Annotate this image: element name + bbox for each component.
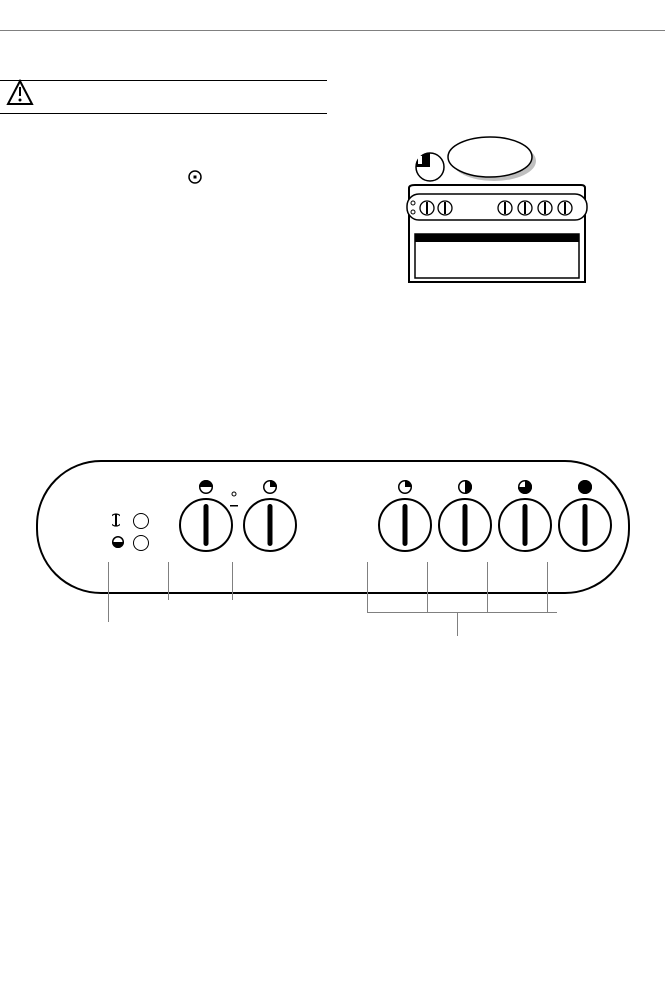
mini-knob <box>438 201 452 215</box>
hob-knob-3-label-icon <box>518 480 532 499</box>
knob-stem <box>523 504 528 546</box>
mini-knob <box>518 201 532 215</box>
oven-indicator <box>133 535 149 551</box>
warning-box <box>0 80 327 114</box>
circle-with-inner-dot-icon <box>188 170 202 189</box>
hob-knob-2-label-icon <box>458 480 472 499</box>
callout-bubble <box>448 137 532 177</box>
knob-stem <box>268 504 273 546</box>
leader-line <box>168 562 169 600</box>
grill-knob[interactable] <box>179 498 233 552</box>
cooker-illustration <box>395 130 615 290</box>
leader-line <box>487 562 488 612</box>
hob-knob-2[interactable] <box>438 498 492 552</box>
mini-knob <box>558 201 572 215</box>
line-icon <box>230 495 238 513</box>
leader-line <box>457 612 458 636</box>
mini-knob <box>498 201 512 215</box>
leader-line <box>108 562 109 622</box>
hob-knob-4[interactable] <box>558 498 612 552</box>
oven-knob[interactable] <box>243 498 297 552</box>
top-horizontal-rule <box>0 30 665 31</box>
mini-knob <box>538 201 552 215</box>
leader-line <box>427 562 428 612</box>
leader-line <box>232 562 233 600</box>
knob-stem <box>583 504 588 546</box>
mini-knob <box>420 201 434 215</box>
hob-knob-4-label-icon <box>578 480 592 499</box>
manual-page <box>0 0 665 993</box>
grill-knob-label-icon <box>199 480 213 499</box>
hob-knob-1[interactable] <box>378 498 432 552</box>
oven-knob-label-icon <box>263 480 277 499</box>
leader-line <box>547 562 548 612</box>
warning-triangle-icon <box>6 79 34 112</box>
power-indicator <box>133 513 149 529</box>
hob-knob-1-label-icon <box>398 480 412 499</box>
knob-stem <box>204 504 209 546</box>
knob-stem <box>403 504 408 546</box>
oven-indicator-icon <box>112 535 124 553</box>
hob-knob-3[interactable] <box>498 498 552 552</box>
control-panel <box>36 460 630 594</box>
leader-line <box>367 562 368 612</box>
leader-line <box>367 612 557 613</box>
power-indicator-icon <box>112 513 120 532</box>
knob-stem <box>463 504 468 546</box>
